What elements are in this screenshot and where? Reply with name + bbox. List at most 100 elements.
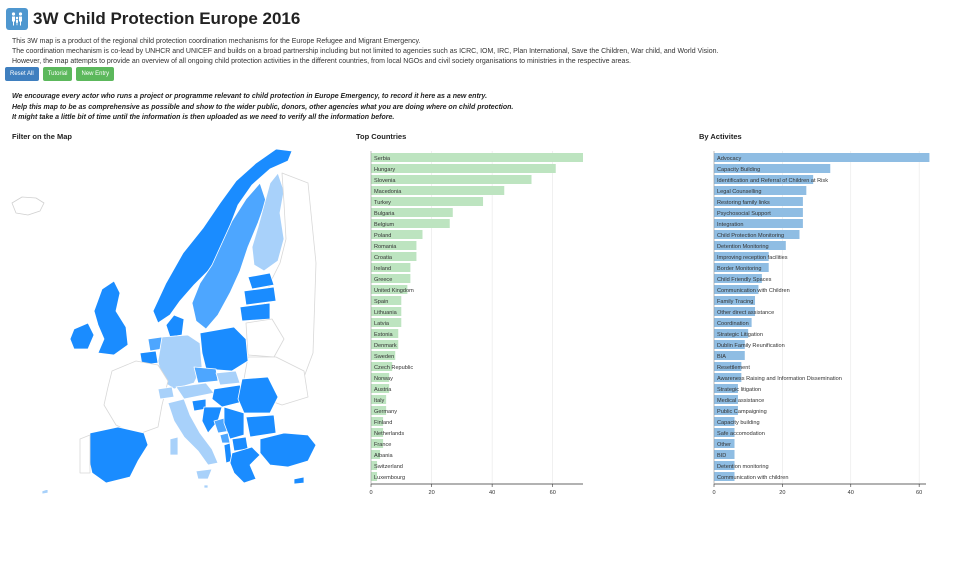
activity-bar[interactable]: [714, 153, 930, 162]
activity-bar[interactable]: [714, 241, 786, 250]
activity-bar[interactable]: [714, 318, 752, 327]
country-tick-label: 0: [369, 490, 372, 496]
country-bar[interactable]: [371, 263, 411, 272]
activity-bar[interactable]: [714, 186, 807, 195]
activity-bar[interactable]: [714, 373, 742, 382]
map-region-denmark[interactable]: [165, 314, 185, 338]
country-bar[interactable]: [371, 175, 532, 184]
country-bar[interactable]: [371, 395, 387, 404]
europe-map-svg[interactable]: [8, 143, 318, 503]
activity-bar[interactable]: [714, 439, 735, 448]
country-bar[interactable]: [371, 241, 417, 250]
map-region-malta[interactable]: [203, 484, 209, 489]
map-region-canary[interactable]: [41, 488, 49, 495]
top-countries-svg[interactable]: Serbia Hungary Slovenia Macedonia Turkey Bulg…: [356, 150, 596, 496]
country-bar[interactable]: [371, 362, 393, 371]
activity-bar[interactable]: [714, 208, 803, 217]
country-bar[interactable]: [371, 296, 402, 305]
activity-bar[interactable]: [714, 362, 742, 371]
activity-bar[interactable]: [714, 263, 769, 272]
activity-bar[interactable]: [714, 197, 803, 206]
activity-bar[interactable]: [714, 219, 803, 228]
map-region-ireland[interactable]: [69, 322, 95, 350]
map-region-serbia[interactable]: [223, 406, 245, 440]
map-region-switzerland[interactable]: [157, 386, 175, 400]
map-region-finland[interactable]: [251, 172, 285, 272]
map-region-czech[interactable]: [193, 366, 219, 384]
map-region-sicily[interactable]: [195, 468, 213, 480]
country-bar[interactable]: [371, 208, 453, 217]
map-region-france[interactable]: [103, 360, 169, 436]
map-region-croatia[interactable]: [201, 406, 223, 434]
map-region-uk[interactable]: [93, 280, 129, 356]
map-region-estonia[interactable]: [247, 272, 275, 290]
map-region-italy[interactable]: [167, 398, 219, 466]
country-bar[interactable]: [371, 153, 583, 162]
country-bar[interactable]: [371, 197, 484, 206]
map-region-belarus[interactable]: [245, 318, 285, 358]
activity-bar[interactable]: [714, 351, 745, 360]
country-bar[interactable]: [371, 439, 384, 448]
activity-bar[interactable]: [714, 428, 735, 437]
activity-bar[interactable]: [714, 417, 735, 426]
map-region-sweden[interactable]: [191, 182, 267, 330]
country-bar[interactable]: [371, 428, 384, 437]
new-entry-button[interactable]: New Entry: [76, 67, 115, 81]
activity-bar[interactable]: [714, 296, 756, 305]
activity-bar[interactable]: [714, 164, 831, 173]
country-bar[interactable]: [371, 186, 505, 195]
map-region-slovakia[interactable]: [215, 370, 241, 386]
country-bar[interactable]: [371, 252, 417, 261]
activity-bar[interactable]: [714, 472, 735, 481]
activity-bar[interactable]: [714, 285, 759, 294]
activity-bar[interactable]: [714, 307, 756, 316]
map-region-bulgaria[interactable]: [245, 414, 277, 438]
map-region-lithuania[interactable]: [239, 302, 271, 322]
activity-bar[interactable]: [714, 175, 814, 184]
activity-bar[interactable]: [714, 461, 735, 470]
map-region-spain[interactable]: [87, 426, 149, 484]
activity-bar[interactable]: [714, 450, 735, 459]
activity-bar[interactable]: [714, 340, 745, 349]
country-bar[interactable]: [371, 406, 387, 415]
country-bar[interactable]: [371, 461, 378, 470]
map-region-sardinia[interactable]: [169, 436, 179, 456]
reset-all-button[interactable]: Reset All: [5, 67, 39, 81]
country-bar[interactable]: [371, 274, 411, 283]
map-region-cyprus[interactable]: [293, 476, 305, 485]
country-bar[interactable]: [371, 340, 399, 349]
activity-bar[interactable]: [714, 384, 738, 393]
map-region-iceland[interactable]: [11, 196, 45, 216]
activity-bar[interactable]: [714, 395, 738, 404]
activity-bar[interactable]: [714, 329, 749, 338]
country-bar[interactable]: [371, 417, 384, 426]
activities-svg[interactable]: Advocacy Capacity Building Identification …: [699, 150, 939, 496]
country-bar[interactable]: [371, 307, 402, 316]
country-bar[interactable]: [371, 285, 408, 294]
map-region-turkey[interactable]: [259, 432, 317, 468]
map-region-latvia[interactable]: [243, 286, 277, 306]
map-region-montenegro[interactable]: [219, 432, 231, 444]
map-region-hungary[interactable]: [211, 384, 247, 408]
country-bar[interactable]: [371, 318, 402, 327]
country-bar[interactable]: [371, 164, 556, 173]
map-region-greece[interactable]: [229, 446, 261, 484]
activity-bar[interactable]: [714, 274, 762, 283]
country-bar[interactable]: [371, 472, 378, 481]
country-bar[interactable]: [371, 450, 381, 459]
map-region-portugal[interactable]: [79, 434, 91, 474]
tutorial-button[interactable]: Tutorial: [42, 67, 73, 81]
map-region-poland[interactable]: [199, 326, 249, 372]
country-bar[interactable]: [371, 219, 450, 228]
activity-bar[interactable]: [714, 406, 738, 415]
map-region-romania[interactable]: [237, 376, 279, 414]
country-bar[interactable]: [371, 230, 423, 239]
europe-map[interactable]: [8, 143, 318, 503]
country-bar[interactable]: [371, 384, 390, 393]
activity-bar[interactable]: [714, 230, 800, 239]
country-bar[interactable]: [371, 351, 396, 360]
map-region-norway[interactable]: [152, 148, 293, 324]
country-bar[interactable]: [371, 373, 390, 382]
country-bar[interactable]: [371, 329, 399, 338]
activity-bar[interactable]: [714, 252, 769, 261]
